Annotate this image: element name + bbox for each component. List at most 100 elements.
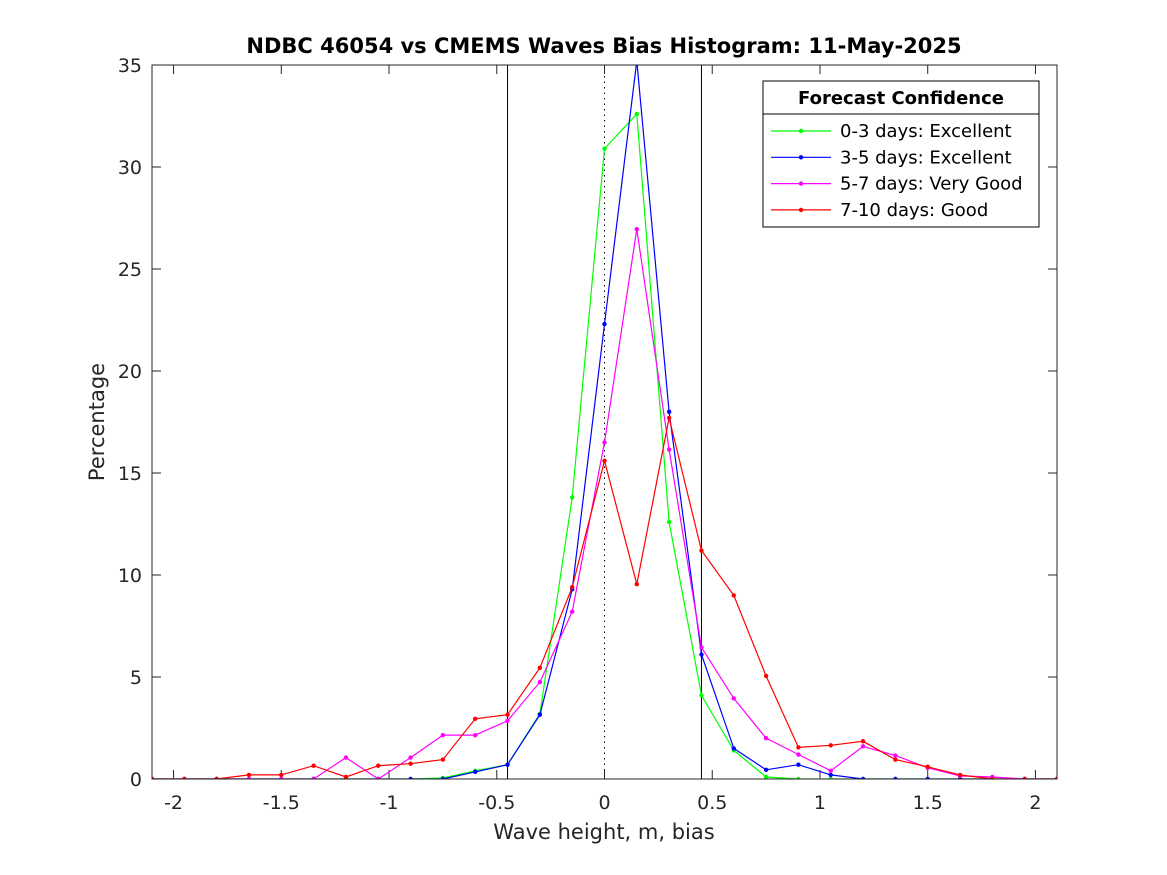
y-tick-label: 30	[118, 157, 142, 179]
data-point	[763, 774, 769, 779]
chart-title: NDBC 46054 vs CMEMS Waves Bias Histogram…	[246, 34, 961, 58]
x-tick-label: 1	[814, 792, 826, 814]
reference-lines	[507, 65, 702, 779]
series-layer	[152, 65, 1057, 779]
data-point	[343, 774, 349, 779]
data-point	[408, 776, 413, 779]
data-point	[957, 772, 963, 778]
x-axis-label: Wave height, m, bias	[493, 820, 714, 844]
data-point	[537, 712, 543, 717]
data-point	[182, 776, 187, 779]
data-point	[311, 776, 316, 779]
legend-swatch-marker	[798, 207, 804, 213]
x-tick-label: 0.5	[697, 792, 727, 814]
x-tick-label: 2	[1029, 792, 1041, 814]
data-point	[699, 548, 704, 553]
data-point	[860, 739, 866, 744]
data-point	[763, 767, 769, 773]
data-point	[893, 776, 898, 779]
legend-box	[762, 113, 1040, 228]
legend-swatch-marker	[798, 128, 804, 134]
data-point	[602, 146, 607, 151]
data-point	[1054, 776, 1057, 779]
data-point	[666, 519, 672, 525]
data-point	[408, 755, 413, 760]
data-point	[990, 776, 995, 779]
data-point	[440, 757, 446, 762]
x-tick-label: -2	[164, 792, 183, 814]
y-tick-label: 25	[118, 259, 142, 281]
data-point	[893, 757, 898, 762]
x-tick-label: -1.5	[263, 792, 300, 814]
y-axis-label: Percentage	[85, 363, 109, 481]
legend-title-box	[762, 80, 1040, 115]
data-point	[473, 769, 478, 775]
y-tick-label: 10	[118, 565, 142, 587]
data-point	[279, 772, 284, 778]
data-point	[699, 645, 704, 650]
data-point	[796, 776, 801, 779]
data-point	[569, 495, 575, 500]
data-point	[473, 716, 478, 722]
data-point	[828, 743, 833, 748]
data-point	[473, 732, 478, 738]
data-point	[634, 111, 640, 117]
data-point	[440, 776, 446, 779]
data-point	[731, 593, 736, 598]
y-tick-label: 5	[130, 667, 142, 689]
data-point	[537, 679, 543, 685]
x-tick-label: -0.5	[478, 792, 515, 814]
plot-frame	[151, 64, 1058, 780]
data-point	[893, 753, 898, 758]
legend: Forecast Confidence 0-3 days: Excellent 3…	[762, 80, 1040, 228]
data-point	[666, 409, 672, 414]
y-tick-label: 15	[118, 463, 142, 485]
series-4	[152, 415, 1057, 779]
data-point	[763, 673, 769, 679]
legend-entries: 0-3 days: Excellent 3-5 days: Excellent 5-…	[771, 121, 1023, 221]
data-point	[246, 772, 252, 778]
data-point	[634, 581, 640, 587]
data-point	[763, 736, 769, 741]
data-point	[699, 652, 704, 657]
x-tick-label: 0	[598, 792, 610, 814]
data-point	[537, 665, 543, 671]
legend-entry-label: 0-3 days: Excellent	[840, 121, 1012, 142]
data-point	[343, 755, 349, 760]
x-tick-label: -1	[380, 792, 399, 814]
data-point	[505, 718, 510, 724]
data-point	[569, 609, 575, 614]
legend-title: Forecast Confidence	[798, 88, 1004, 109]
data-point	[860, 744, 866, 749]
data-point	[828, 772, 833, 778]
data-point	[279, 776, 284, 779]
data-point	[214, 776, 219, 779]
data-point	[311, 763, 316, 768]
legend-swatch-marker	[798, 181, 804, 186]
data-point	[828, 776, 833, 779]
data-point	[246, 776, 252, 779]
data-point	[440, 732, 446, 738]
data-point	[376, 776, 381, 779]
data-point	[602, 321, 607, 327]
data-point	[796, 745, 801, 750]
legend-entry-label: 3-5 days: Excellent	[840, 147, 1012, 168]
data-point	[1022, 776, 1027, 779]
data-point	[602, 440, 607, 445]
y-tick-label: 0	[130, 769, 142, 791]
data-point	[925, 764, 930, 769]
data-point	[796, 752, 801, 757]
data-point	[152, 776, 155, 779]
data-point	[408, 761, 413, 766]
data-point	[666, 447, 672, 452]
data-point	[569, 585, 575, 590]
data-point	[925, 776, 930, 779]
y-tick-label: 20	[118, 361, 142, 383]
legend-entry-label: 7-10 days: Good	[840, 200, 988, 221]
legend-entry-label: 5-7 days: Very Good	[840, 174, 1023, 195]
data-point	[602, 458, 607, 463]
data-point	[731, 746, 736, 751]
series-3	[152, 227, 1057, 779]
